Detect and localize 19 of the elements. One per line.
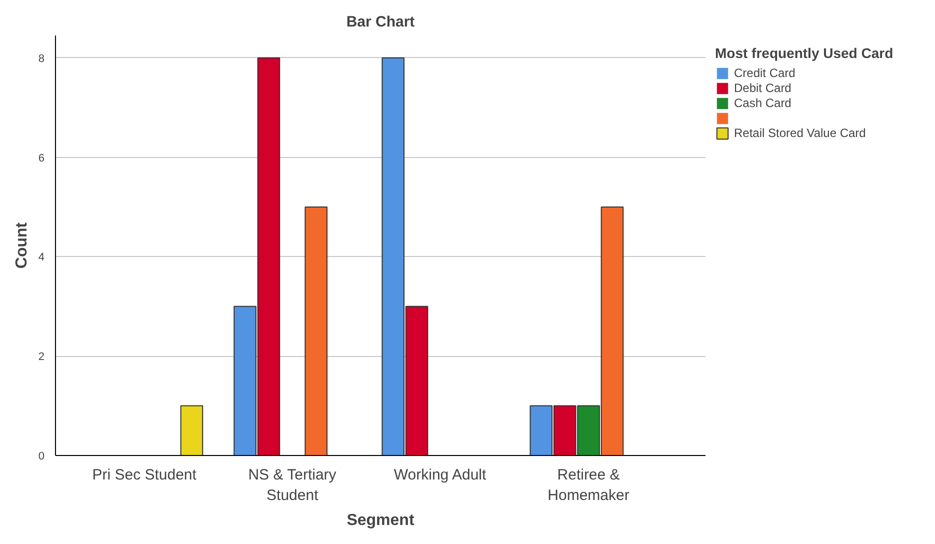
legend-label: Retail Stored Value Card: [734, 126, 866, 140]
y-tick-label: 0: [38, 450, 45, 462]
legend-label: Debit Card: [734, 81, 792, 95]
y-axis-title: Count: [13, 222, 30, 269]
chart-title: Bar Chart: [346, 14, 415, 30]
x-tick-label: NS & Tertiary Student: [248, 466, 337, 504]
legend-title: Most frequently Used Card: [715, 45, 894, 61]
bar: [304, 206, 328, 456]
x-tick-label: Working Adult: [394, 466, 488, 484]
legend-label: Cash Card: [734, 96, 792, 110]
y-tick-label: 2: [38, 351, 45, 364]
bar: [180, 405, 204, 456]
y-tick-label: 6: [38, 152, 45, 164]
legend-label: Credit Card: [734, 66, 796, 80]
x-axis-title: Segment: [346, 512, 415, 529]
x-tick-label: Pri Sec Student: [92, 466, 198, 484]
y-tick-label: 4: [38, 252, 45, 264]
y-tick-label: 8: [38, 52, 45, 65]
x-tick-label: Retiree & Homemaker: [548, 466, 630, 504]
